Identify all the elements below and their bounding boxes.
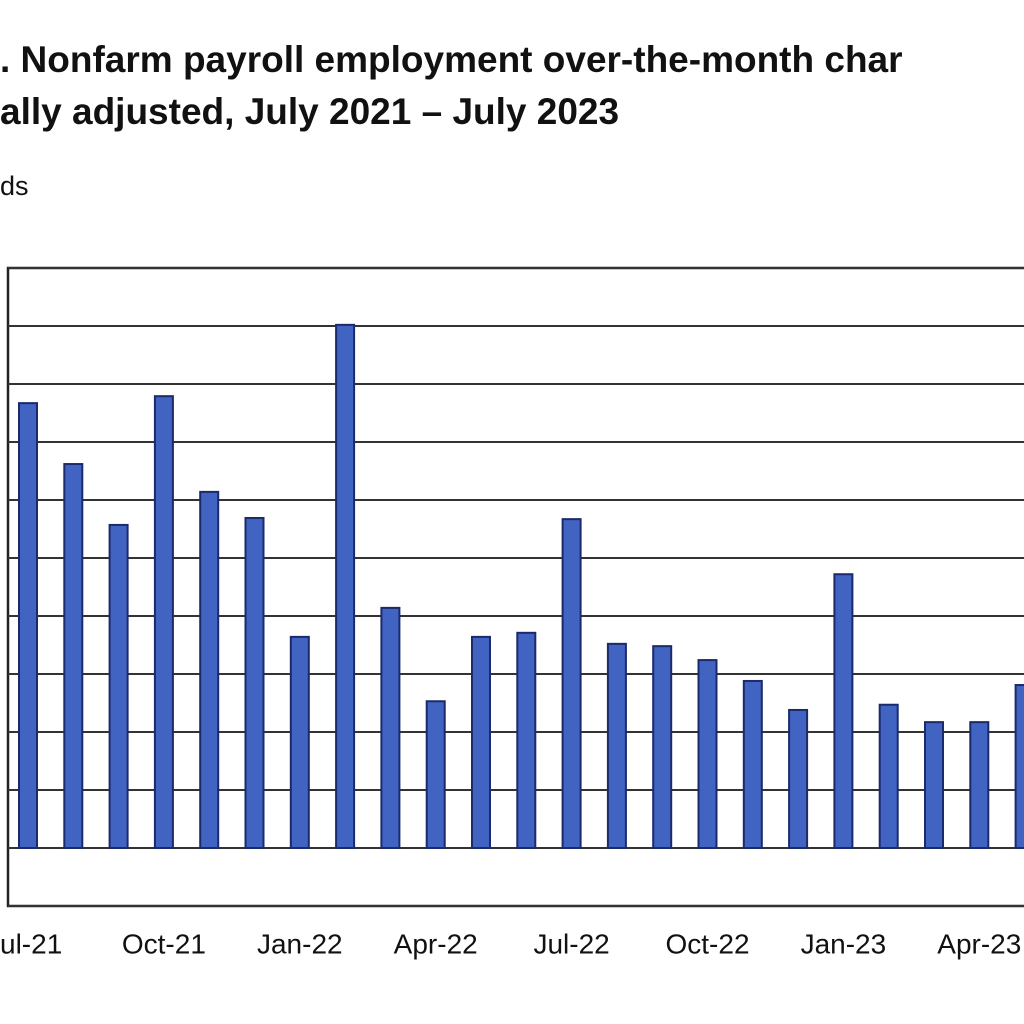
- bar: [924, 721, 944, 850]
- bar: [969, 721, 990, 850]
- bar: [199, 490, 220, 849]
- bar: [697, 659, 718, 850]
- chart-title: . Nonfarm payroll employment over-the-mo…: [0, 39, 903, 80]
- bar: [63, 463, 84, 849]
- bar: [153, 395, 174, 849]
- x-tick-label: Jan-22: [257, 928, 343, 959]
- x-tick-label: ul-21: [0, 928, 62, 959]
- x-tick-label: Oct-21: [122, 928, 206, 959]
- bar: [516, 631, 537, 849]
- chart-subtitle: ally adjusted, July 2021 – July 2023: [0, 91, 619, 132]
- bar: [471, 635, 491, 849]
- bar: [742, 679, 763, 850]
- bar: [380, 606, 401, 849]
- bar: [108, 523, 129, 849]
- bar: [289, 635, 310, 849]
- bar: [878, 703, 899, 849]
- y-axis-label: ds: [0, 171, 29, 201]
- bar: [561, 518, 582, 849]
- x-tick-label: Oct-22: [665, 928, 749, 959]
- bar: [335, 323, 356, 849]
- bar: [833, 573, 854, 849]
- bar: [652, 645, 673, 849]
- x-tick-label: Apr-23: [937, 928, 1021, 959]
- x-tick-label: Jul-22: [533, 928, 609, 959]
- bar: [606, 642, 627, 850]
- x-tick-label: Jan-23: [801, 928, 887, 959]
- x-tick-label: Apr-22: [394, 928, 478, 959]
- bar: [1014, 684, 1024, 850]
- bar: [788, 708, 809, 850]
- bar: [18, 402, 38, 849]
- bar: [244, 516, 265, 849]
- bar: [425, 700, 446, 850]
